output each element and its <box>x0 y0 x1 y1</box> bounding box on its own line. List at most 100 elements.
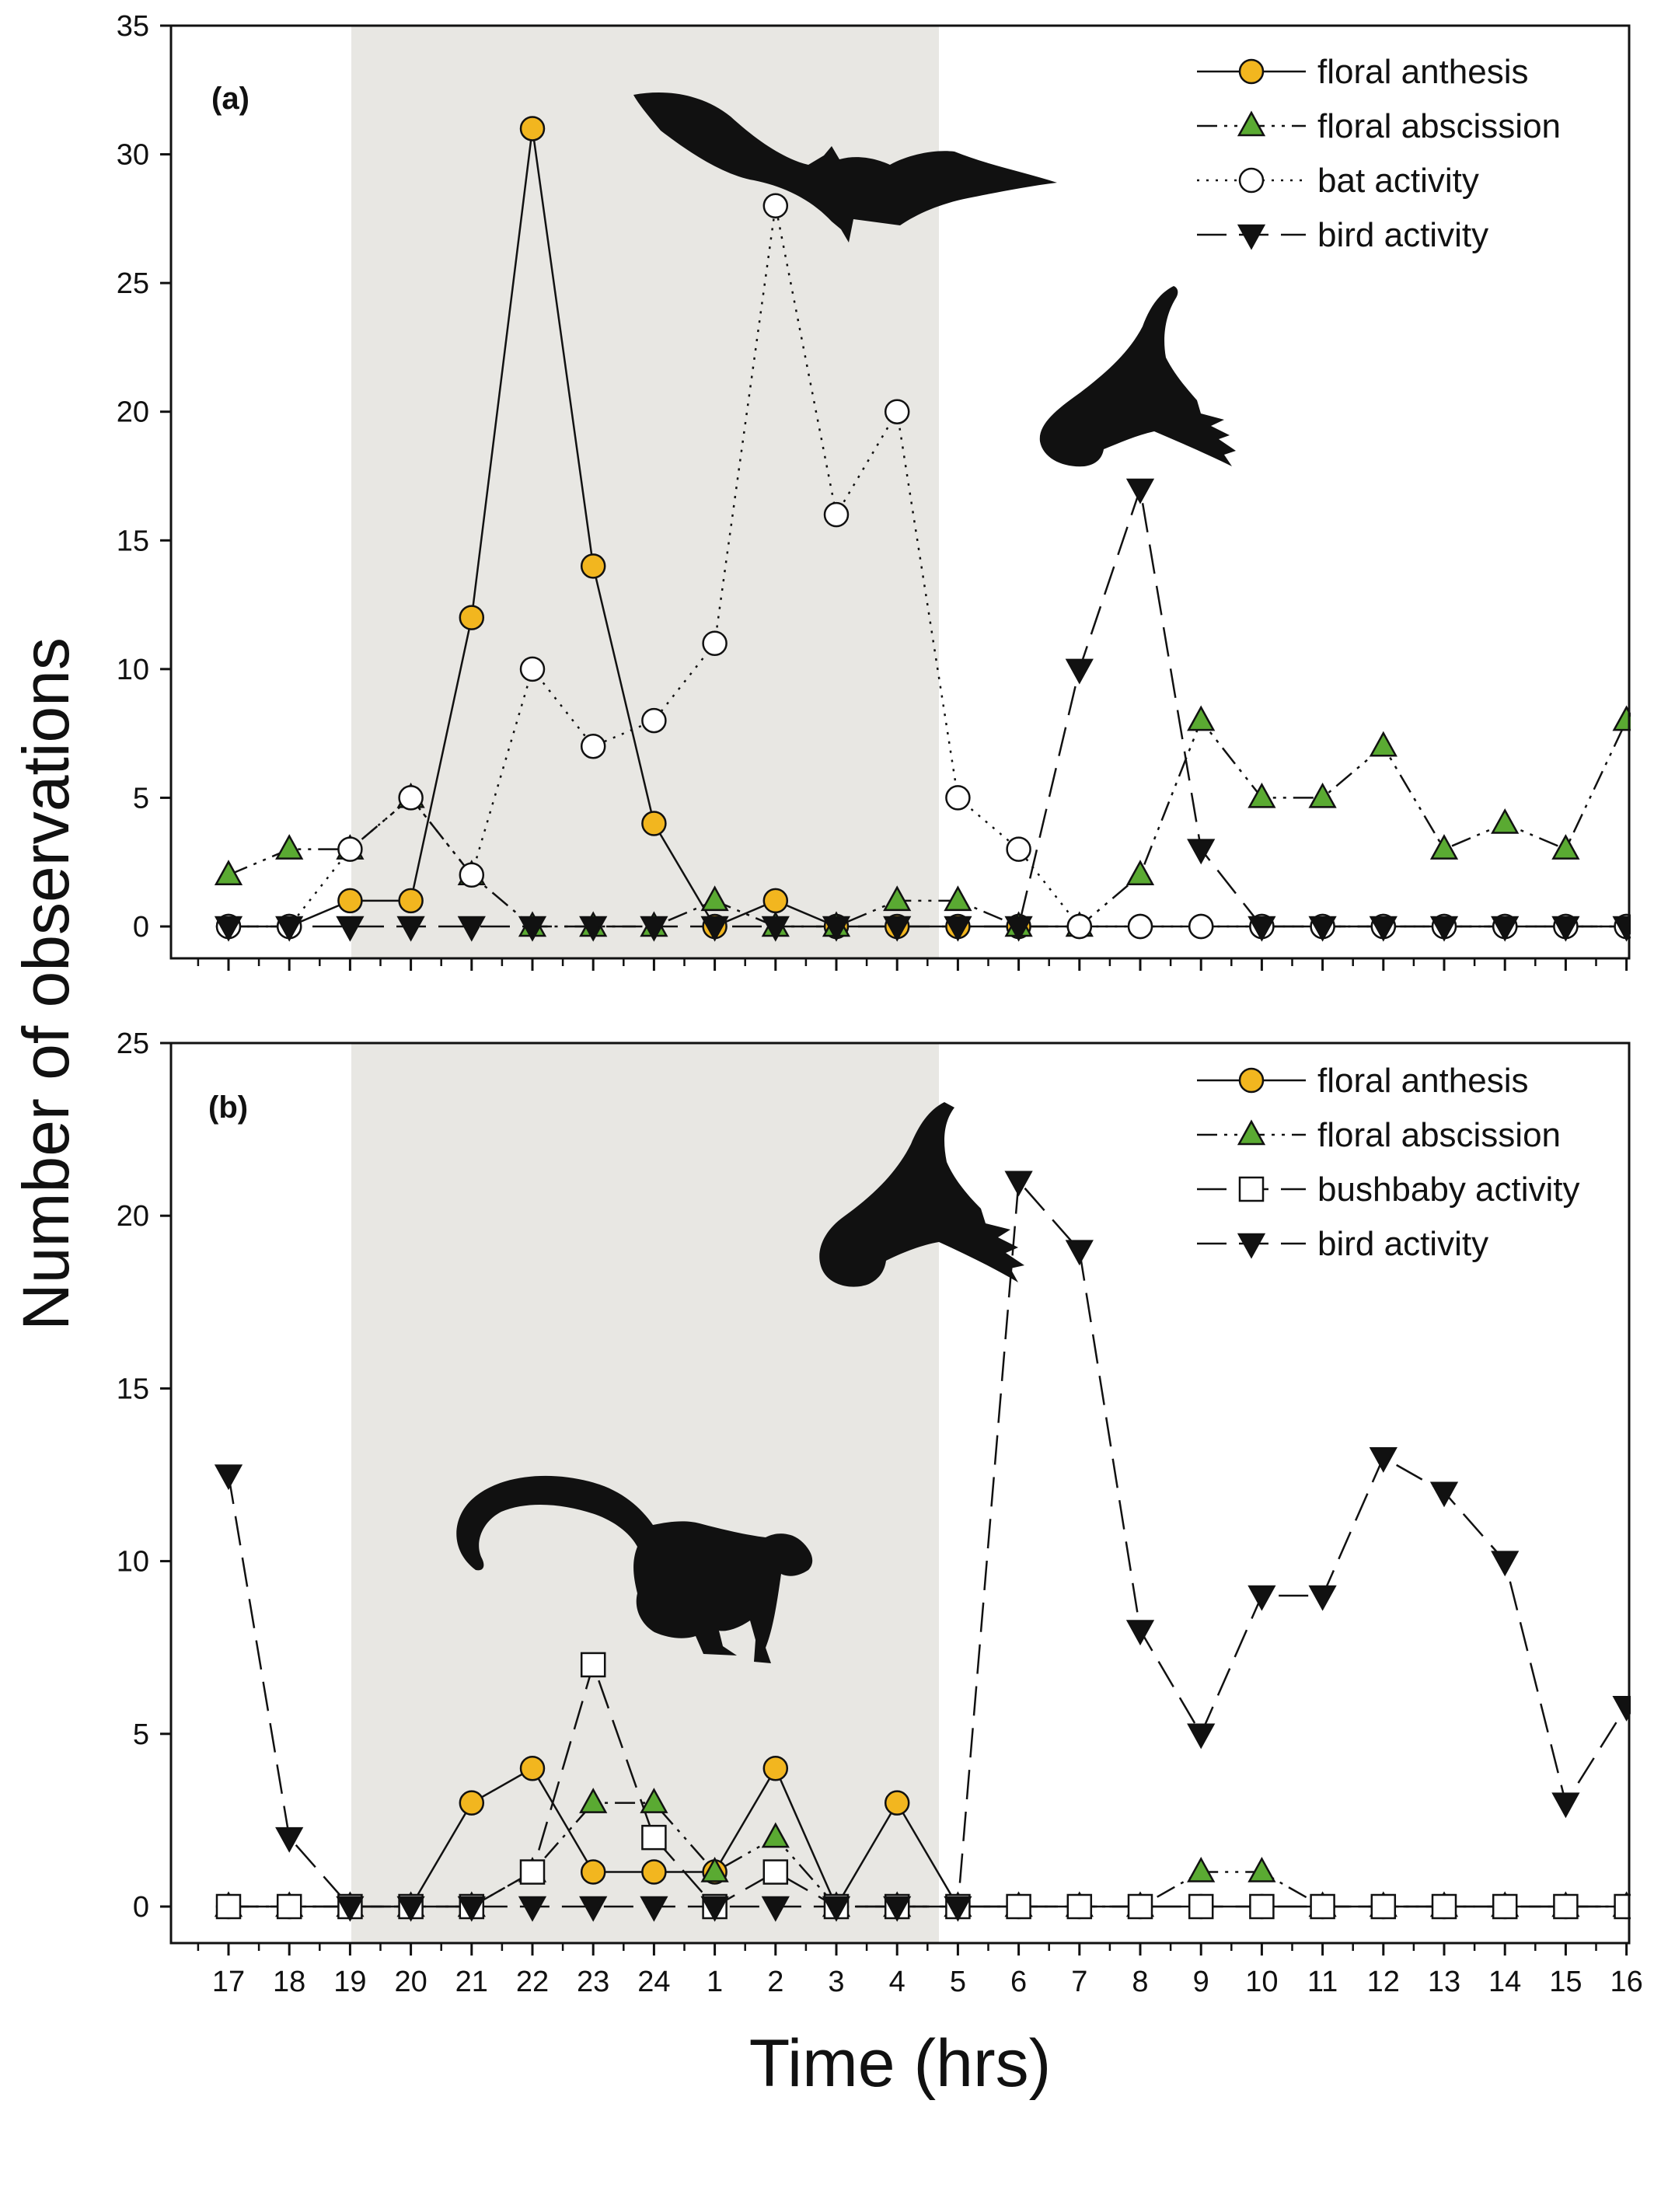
data-point-0 <box>519 116 546 141</box>
data-point-2 <box>884 399 910 424</box>
x-tick-label: 23 <box>577 1966 609 1998</box>
data-point-3 <box>1369 916 1398 942</box>
data-point-2 <box>641 1824 667 1851</box>
night-shade-b <box>351 1043 939 1943</box>
data-point-2 <box>1188 1893 1214 1920</box>
data-point-3 <box>1612 916 1631 942</box>
series-line-2 <box>229 205 1627 928</box>
x-tick-label: 20 <box>394 1966 427 1998</box>
x-tick-label: 21 <box>455 1966 488 1998</box>
x-tick-label: 7 <box>1071 1966 1087 1998</box>
data-point-3 <box>579 916 608 942</box>
data-point-0 <box>398 888 424 914</box>
data-point-3 <box>1004 1171 1033 1197</box>
data-point-3 <box>640 916 668 942</box>
data-point-2 <box>1066 1893 1093 1920</box>
x-tick-label: 18 <box>273 1966 305 1998</box>
x-tick-label: 4 <box>889 1966 906 1998</box>
data-point-2 <box>580 1652 606 1678</box>
x-axis-title: Time (hrs) <box>749 2026 1052 2101</box>
legend-marker <box>1238 167 1265 194</box>
legend-marker <box>1237 1119 1266 1146</box>
data-point-3 <box>1369 1447 1398 1473</box>
data-point-1 <box>275 834 304 860</box>
x-tick-label: 13 <box>1428 1966 1460 1998</box>
data-point-1 <box>1491 808 1520 834</box>
data-point-1 <box>1247 782 1276 808</box>
data-point-1 <box>1612 705 1631 731</box>
data-point-2 <box>276 1893 302 1920</box>
y-axis-title: Number of observations <box>9 637 82 1331</box>
data-point-1 <box>1369 731 1398 757</box>
legend-marker <box>1237 224 1266 250</box>
y-tick-label: 0 <box>133 1891 149 1924</box>
x-tick-label: 15 <box>1549 1966 1582 1998</box>
legend-marker <box>1238 58 1265 85</box>
x-tick-label: 16 <box>1610 1966 1642 1998</box>
x-tick-label: 3 <box>828 1966 844 1998</box>
data-point-3 <box>579 1896 608 1922</box>
data-point-2 <box>580 733 606 759</box>
data-point-2 <box>1614 1893 1631 1920</box>
axes-frame-a <box>169 24 1631 960</box>
legend-label: floral abscission <box>1317 107 1561 145</box>
y-tick-label: 35 <box>117 10 149 43</box>
y-tick-label: 20 <box>117 396 149 429</box>
plot-area-b <box>214 1171 1631 1922</box>
legend-label: floral anthesis <box>1317 53 1528 91</box>
data-point-2 <box>1127 913 1153 940</box>
data-point-3 <box>1125 1620 1155 1646</box>
data-point-1 <box>1429 834 1459 860</box>
x-tick-label: 17 <box>212 1966 245 1998</box>
data-point-1 <box>214 860 243 886</box>
x-tick-label: 6 <box>1010 1966 1027 1998</box>
legend-label: bird activity <box>1317 1225 1488 1263</box>
data-point-2 <box>215 1893 242 1920</box>
series-line-1 <box>228 718 1628 928</box>
data-point-2 <box>1310 1893 1335 1920</box>
y-tick-label: 0 <box>133 911 149 944</box>
data-point-0 <box>641 1859 667 1885</box>
y-axis-b: 0 5 10 15 20 25 <box>117 1027 171 1924</box>
data-point-1 <box>700 885 729 912</box>
x-tick-label: 10 <box>1245 1966 1278 1998</box>
bird-silhouette-icon-b <box>819 1102 1024 1287</box>
data-point-3 <box>518 916 547 942</box>
data-point-1 <box>1125 860 1155 886</box>
data-point-3 <box>1004 916 1033 942</box>
data-point-2 <box>337 836 363 862</box>
data-point-3 <box>761 1896 790 1922</box>
data-point-0 <box>459 605 485 630</box>
series-line-3 <box>229 488 1627 928</box>
data-point-3 <box>883 1896 912 1922</box>
data-point-3 <box>761 916 790 942</box>
data-point-0 <box>580 553 606 579</box>
silhouettes-b <box>456 1102 1024 1663</box>
data-point-1 <box>883 885 912 912</box>
x-tick-label: 11 <box>1307 1966 1338 1998</box>
y-tick-label: 10 <box>117 1546 149 1579</box>
data-point-1 <box>700 1856 729 1882</box>
data-point-2 <box>1249 1893 1275 1920</box>
data-point-1 <box>1551 834 1580 860</box>
x-tick-label: 24 <box>637 1966 670 1998</box>
legend-marker <box>1237 110 1266 137</box>
data-point-3 <box>396 916 425 942</box>
data-point-3 <box>1551 1792 1580 1819</box>
legend-label: floral anthesis <box>1317 1062 1528 1100</box>
data-point-3 <box>1551 916 1580 942</box>
bat-silhouette-icon <box>633 92 1057 242</box>
data-point-2 <box>1006 836 1031 862</box>
data-point-3 <box>1308 1585 1337 1611</box>
data-point-0 <box>459 1790 485 1816</box>
legend-label: floral abscission <box>1317 1116 1561 1154</box>
data-point-0 <box>580 1859 606 1885</box>
data-point-2 <box>1188 913 1214 940</box>
legend-marker <box>1238 1176 1265 1202</box>
data-point-2 <box>1066 913 1093 940</box>
data-point-2 <box>762 1859 789 1885</box>
data-point-3 <box>214 916 243 942</box>
data-point-2 <box>1492 1893 1518 1920</box>
